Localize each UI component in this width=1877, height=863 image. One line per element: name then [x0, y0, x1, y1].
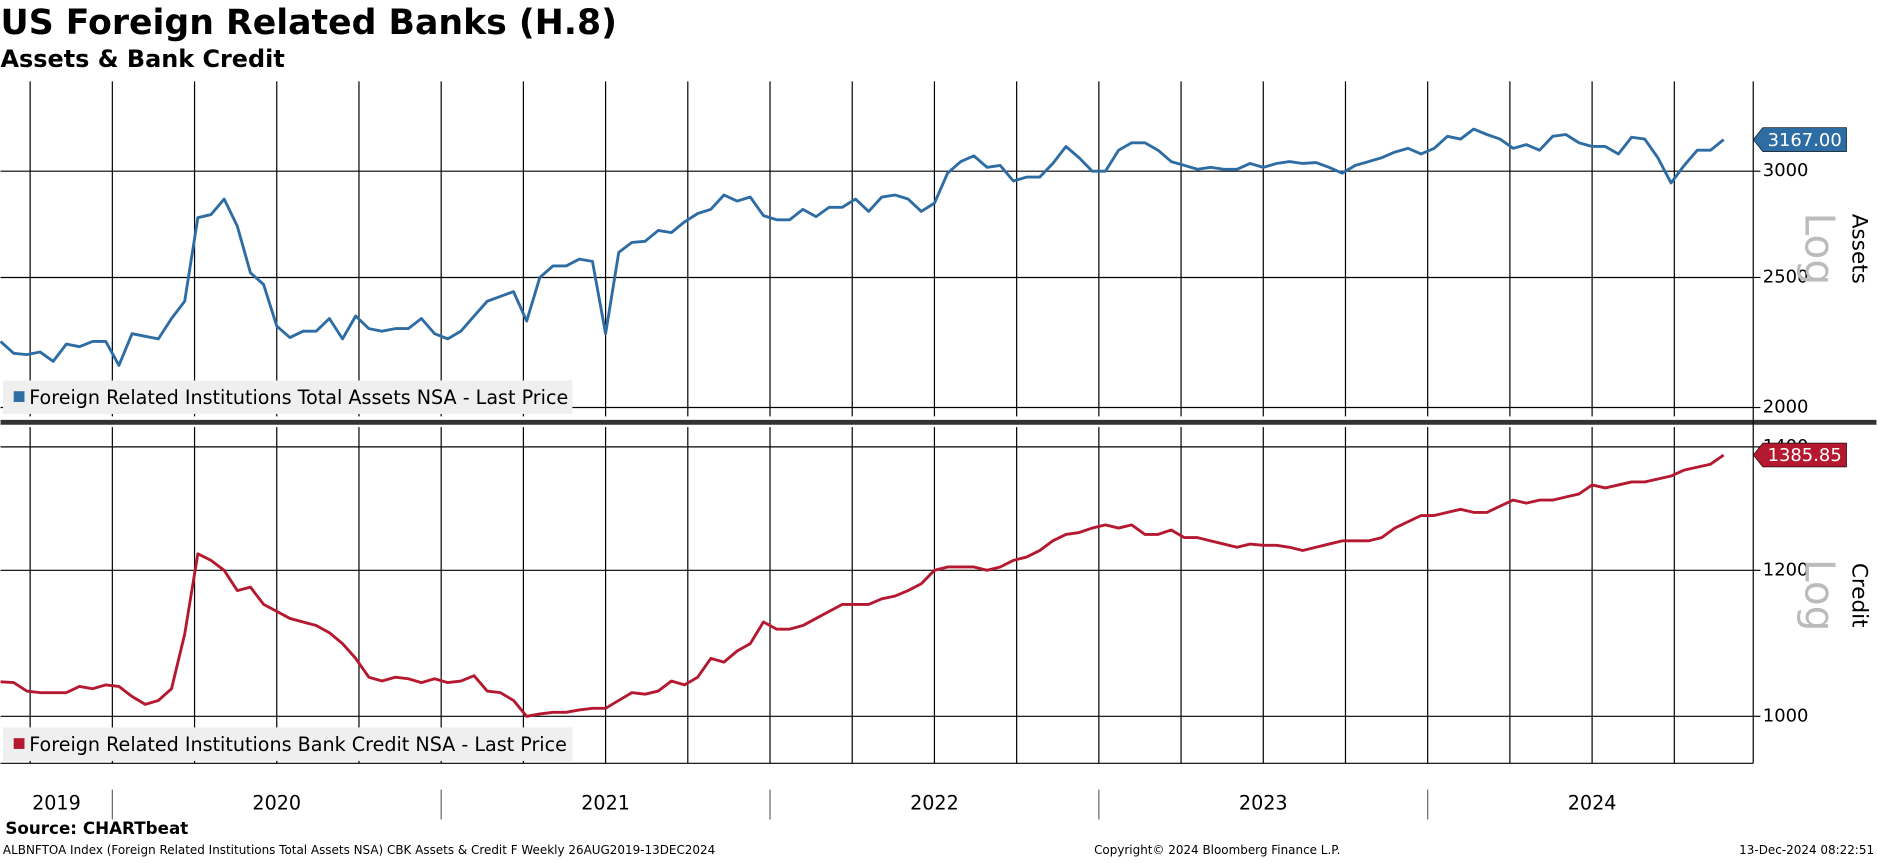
x-tick-label: 2021 [581, 791, 630, 814]
y-tick-label: 1200 [1763, 559, 1809, 580]
legend-label: Foreign Related Institutions Bank Credit… [29, 733, 567, 756]
legend-swatch [13, 738, 25, 749]
y-tick-label: 3000 [1763, 160, 1809, 181]
legend-swatch [13, 391, 25, 402]
last-value-tag [1752, 442, 1847, 468]
chart-title: US Foreign Related Banks (H.8) [1, 3, 617, 43]
y-tick-label: 2500 [1763, 266, 1809, 287]
last-value-tag [1752, 127, 1847, 152]
scale-label: Log [1796, 213, 1844, 286]
footer-right: 13-Dec-2024 08:22:51 [1739, 843, 1874, 857]
y-tick-label: 2000 [1763, 397, 1809, 418]
last-value-label: 1385.85 [1768, 445, 1842, 466]
y-tick-label: 1000 [1763, 705, 1809, 726]
x-tick-label: 2024 [1568, 791, 1617, 814]
legend-box [2, 727, 573, 761]
x-tick-label: 2020 [252, 791, 301, 814]
footer-center: Copyright© 2024 Bloomberg Finance L.P. [1094, 843, 1340, 857]
chart-subtitle: Assets & Bank Credit [1, 45, 285, 73]
series-line [0, 127, 1725, 367]
legend-label: Foreign Related Institutions Total Asset… [29, 386, 568, 409]
last-value-label: 3167.00 [1768, 130, 1842, 151]
x-tick-label: 2022 [910, 791, 959, 814]
legend-box [2, 380, 573, 414]
x-tick-label: 2019 [32, 791, 81, 814]
source: Source: CHARTbeat [5, 818, 188, 838]
y-axis-label: Assets [1847, 214, 1872, 284]
series-line [0, 453, 1725, 718]
y-axis-label: Credit [1847, 563, 1872, 628]
footer-left: ALBNFTOA Index (Foreign Related Institut… [3, 843, 715, 857]
x-tick-label: 2023 [1239, 791, 1288, 814]
scale-label: Log [1796, 559, 1844, 632]
